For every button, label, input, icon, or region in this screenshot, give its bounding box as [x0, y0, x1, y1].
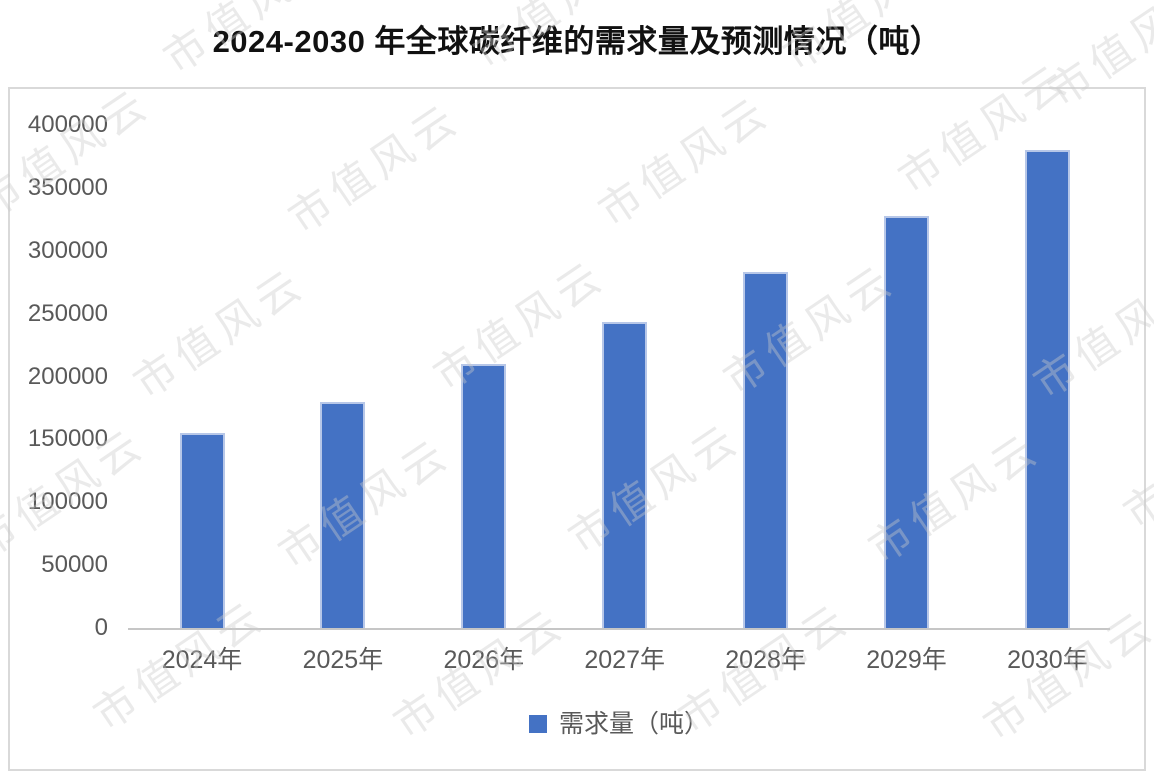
chart-title: 2024-2030 年全球碳纤维的需求量及预测情况（吨）: [212, 24, 942, 59]
x-tick-label: 2029年: [866, 646, 947, 674]
y-tick-label: 0: [94, 614, 108, 641]
y-tick-label: 400000: [27, 111, 108, 138]
y-tick-label: 150000: [27, 425, 108, 453]
y-tick-label: 250000: [27, 299, 108, 327]
x-tick-label: 2026年: [443, 646, 525, 674]
y-tick-label: 50000: [41, 551, 108, 579]
x-tick-label: 2025年: [302, 646, 384, 674]
y-tick-label: 100000: [27, 488, 108, 516]
y-tick-label: 200000: [27, 362, 108, 390]
bar-2030年: [1024, 150, 1070, 628]
x-tick-label: 2027年: [584, 646, 665, 674]
x-tick-label: 2028年: [725, 646, 806, 674]
bar-2024年: [179, 433, 225, 628]
bar-2025年: [320, 402, 366, 628]
chart-area: 0 50000 100000 150000 200000 250000 300000 3500…: [8, 87, 1146, 771]
x-tick-label: 2024年: [161, 646, 243, 674]
y-tick-label: 300000: [27, 236, 108, 264]
bar-2028年: [743, 272, 789, 628]
bar-2027年: [602, 322, 648, 628]
legend: 需求量（吨）: [128, 709, 1110, 739]
bar-2029年: [884, 216, 929, 628]
y-tick-label: 350000: [27, 173, 108, 201]
legend-swatch-icon: [528, 715, 547, 733]
x-tick-label: 2030年: [1007, 646, 1088, 674]
bar-2026年: [461, 364, 507, 628]
x-axis-line: [128, 628, 1110, 630]
legend-label: 需求量（吨）: [558, 710, 709, 738]
